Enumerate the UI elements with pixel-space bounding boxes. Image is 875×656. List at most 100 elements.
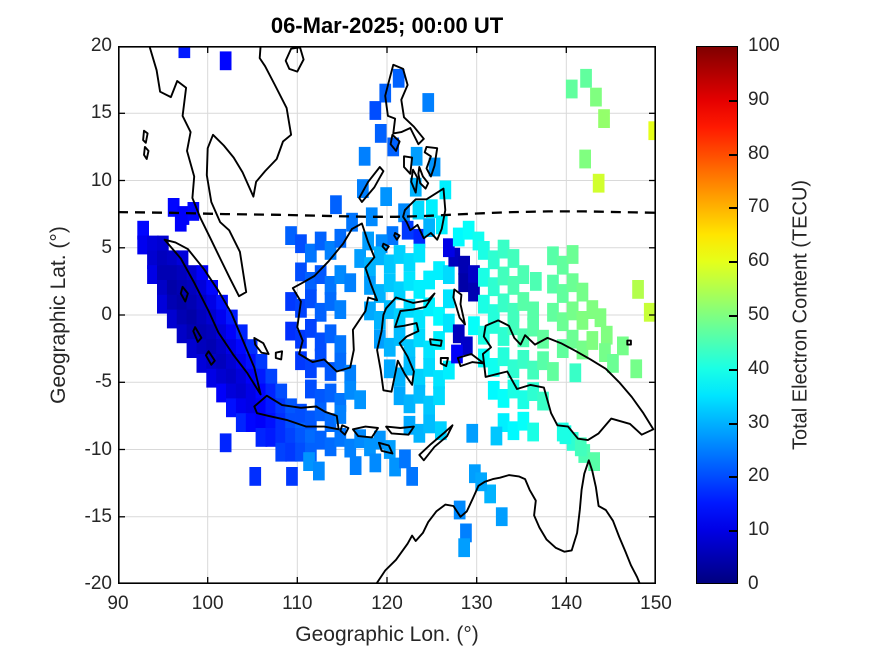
tec-cell <box>643 302 656 322</box>
tec-cell <box>166 294 179 314</box>
tec-cell <box>265 428 278 447</box>
tec-cell <box>147 265 159 284</box>
colorbar-tick-label: 100 <box>748 35 780 56</box>
tec-cell <box>314 302 327 322</box>
tec-cell <box>285 226 297 245</box>
tec-cell <box>285 413 297 432</box>
tec-cell <box>216 383 228 403</box>
tec-cell <box>399 449 411 469</box>
colorbar-tick-mark <box>729 207 737 210</box>
coastline-tawi-tawi <box>381 242 390 252</box>
tec-cell <box>374 246 386 266</box>
tec-cell <box>410 146 423 166</box>
tec-cell <box>334 300 347 319</box>
tec-cell <box>334 352 347 372</box>
tec-cell <box>249 467 262 486</box>
colorbar-tick-mark <box>729 99 737 102</box>
tec-cell <box>527 360 539 380</box>
tec-cell <box>413 309 426 329</box>
tec-cell <box>305 289 317 309</box>
tec-cell <box>462 220 475 240</box>
tec-cell <box>374 311 386 330</box>
tec-cell <box>324 241 337 260</box>
tec-cell <box>245 413 258 432</box>
tec-cell <box>334 335 347 354</box>
coastline-bali <box>339 424 350 436</box>
tec-cell <box>527 382 539 401</box>
tec-cell <box>413 368 426 388</box>
tec-cell <box>226 383 238 403</box>
y-tick-label: 0 <box>101 304 112 325</box>
tec-cell <box>216 339 228 358</box>
tec-cell <box>401 220 414 240</box>
tec-cell <box>507 316 520 336</box>
coastline-australia <box>375 459 641 584</box>
tec-cell <box>468 265 480 284</box>
tec-cell <box>235 324 248 344</box>
tec-cell <box>295 262 307 282</box>
tec-cell <box>295 403 307 423</box>
tec-cell <box>275 428 288 447</box>
tec-cell <box>354 249 366 268</box>
tec-cell <box>443 238 455 258</box>
tec-cell <box>433 261 445 280</box>
tec-cell <box>383 254 396 274</box>
tec-cell <box>375 234 388 254</box>
coastline-luzon <box>384 63 425 146</box>
tec-cell <box>423 270 435 290</box>
tec-cell <box>423 358 435 377</box>
tec-cell <box>403 394 416 414</box>
tec-cell <box>176 309 189 329</box>
tec-cell <box>334 428 347 447</box>
tec-cell <box>423 340 435 360</box>
colorbar-tick-label: 80 <box>748 142 770 164</box>
colorbar-tick-label: 30 <box>748 411 770 433</box>
tec-cell <box>275 442 288 462</box>
tec-cell <box>166 265 179 284</box>
tec-cell <box>324 362 337 381</box>
tec-cell <box>448 247 461 267</box>
tec-cell <box>413 280 426 299</box>
tec-cell <box>157 235 169 255</box>
map-canvas <box>118 46 656 584</box>
coastline-timor <box>418 424 454 462</box>
colorbar-tick-label: 0 <box>748 573 759 594</box>
coastline-sulawesi <box>376 292 436 393</box>
tec-cell <box>556 255 569 275</box>
tec-cell <box>295 329 307 349</box>
chart-title: 06-Mar-2025; 00:00 UT <box>270 13 504 38</box>
tec-cell <box>478 267 490 287</box>
tec-cell <box>475 472 487 492</box>
tec-cell <box>537 351 549 371</box>
tec-cell <box>196 339 209 358</box>
tec-cell <box>226 309 238 329</box>
tec-cell <box>435 421 447 441</box>
tec-cell <box>478 294 490 314</box>
tec-cell <box>324 276 337 295</box>
tec-cell <box>216 324 228 344</box>
tec-cell <box>443 313 455 333</box>
tec-cell <box>403 298 416 318</box>
y-tick-label: -10 <box>84 438 112 460</box>
coastline-flores <box>385 425 415 436</box>
tec-cell <box>255 398 268 418</box>
tec-cell <box>178 46 191 59</box>
x-tick-label: 90 <box>107 593 129 614</box>
tec-cell <box>166 309 179 329</box>
tec-cell <box>497 266 510 286</box>
tec-cell <box>380 187 392 206</box>
coastline-palawan <box>358 166 385 203</box>
coastline-mindanao <box>402 187 447 241</box>
tec-cell <box>490 426 503 446</box>
tec-cell <box>167 198 180 217</box>
colorbar-tick-label: 60 <box>748 250 770 272</box>
tec-cell <box>507 379 520 399</box>
tec-cell <box>403 253 416 272</box>
tec-cell <box>423 414 435 434</box>
tec-cell <box>487 277 500 297</box>
tec-cell <box>566 273 579 293</box>
tec-cell <box>216 368 228 388</box>
tec-cell <box>566 301 579 321</box>
tec-cell <box>393 386 406 406</box>
tec-cell <box>365 207 378 227</box>
